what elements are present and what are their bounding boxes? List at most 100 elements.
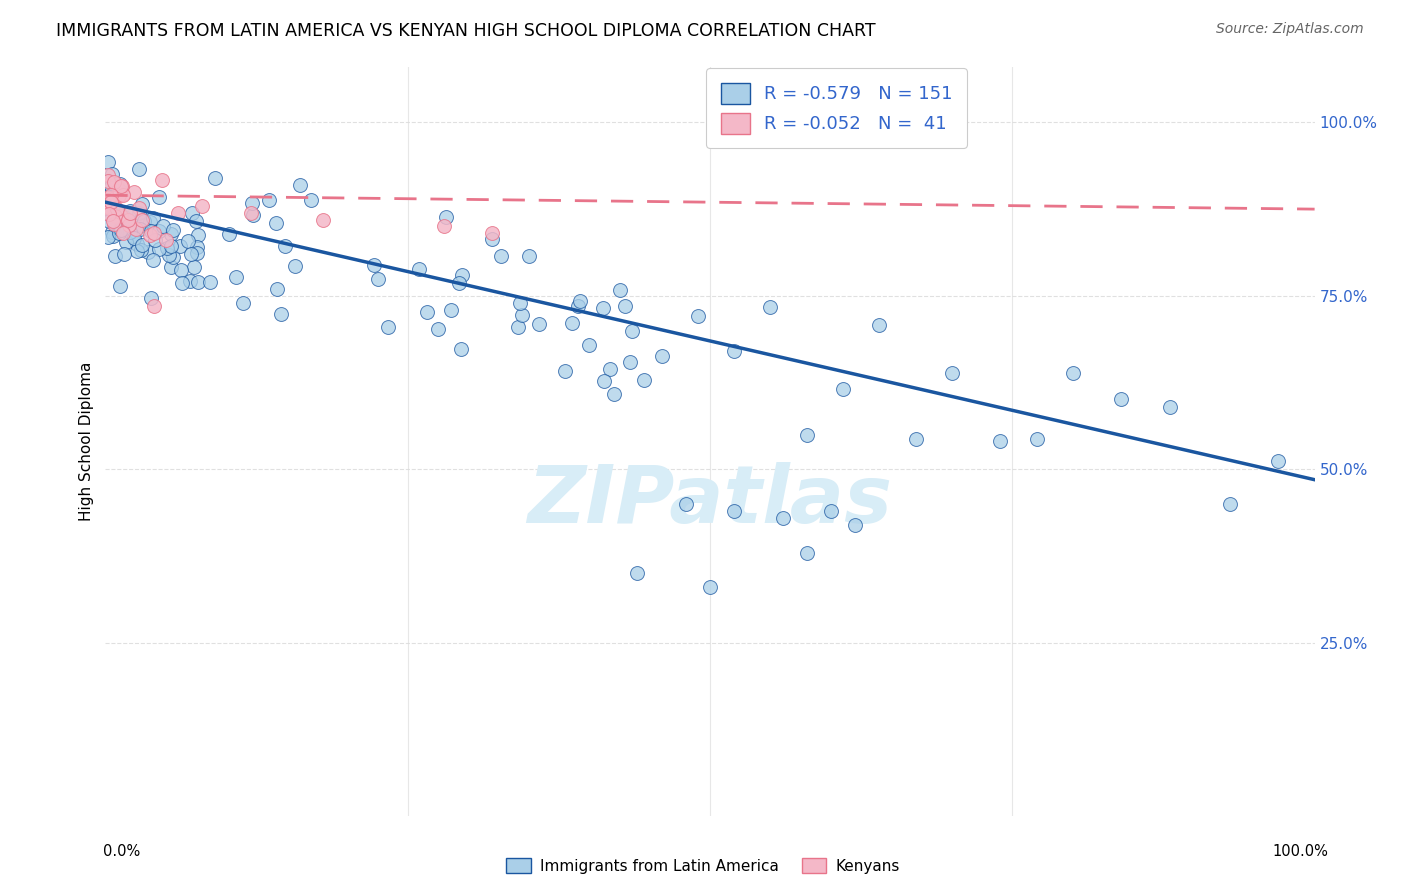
Point — [941, 366, 963, 380]
Point — [142, 253, 165, 268]
Point — [191, 199, 214, 213]
Point — [111, 178, 134, 193]
Point — [117, 219, 139, 233]
Point — [145, 233, 167, 247]
Point — [110, 224, 132, 238]
Point — [101, 225, 124, 239]
Point — [127, 236, 149, 251]
Point — [517, 249, 540, 263]
Point — [312, 212, 335, 227]
Point — [103, 175, 125, 189]
Point — [187, 227, 209, 242]
Point — [104, 178, 127, 192]
Point — [723, 344, 745, 359]
Point — [100, 194, 122, 209]
Point — [120, 204, 142, 219]
Point — [129, 221, 152, 235]
Point — [98, 214, 121, 228]
Point — [377, 319, 399, 334]
Point — [169, 239, 191, 253]
Point — [633, 373, 655, 387]
Point — [363, 258, 385, 272]
Point — [180, 247, 202, 261]
Point — [139, 228, 162, 243]
Point — [408, 262, 430, 277]
Point — [108, 279, 131, 293]
Point — [98, 206, 121, 220]
Point — [159, 239, 181, 253]
Text: 0.0%: 0.0% — [103, 845, 139, 859]
Point — [101, 190, 124, 204]
Point — [904, 432, 927, 446]
Point — [1109, 392, 1132, 406]
Point — [97, 202, 120, 217]
Point — [139, 215, 162, 229]
Point — [97, 168, 120, 182]
Point — [110, 209, 132, 223]
Point — [440, 303, 463, 318]
Point — [367, 272, 389, 286]
Point — [97, 190, 120, 204]
Point — [105, 202, 128, 217]
Point — [128, 201, 150, 215]
Point — [427, 321, 450, 335]
Point — [772, 511, 794, 525]
Point — [117, 213, 139, 227]
Point — [129, 244, 152, 258]
Point — [100, 178, 122, 193]
Point — [104, 209, 127, 223]
Point — [416, 304, 439, 318]
Point — [225, 269, 247, 284]
Point — [101, 214, 124, 228]
Point — [131, 238, 153, 252]
Point — [1025, 433, 1047, 447]
Point — [125, 244, 148, 259]
Point — [105, 205, 128, 219]
Point — [115, 222, 138, 236]
Point — [651, 349, 673, 363]
Point — [101, 184, 124, 198]
Point — [97, 207, 120, 221]
Point — [988, 434, 1011, 448]
Point — [592, 301, 614, 315]
Point — [104, 249, 127, 263]
Point — [97, 187, 120, 202]
Point — [97, 192, 120, 206]
Point — [118, 205, 141, 219]
Point — [451, 268, 474, 283]
Point — [122, 229, 145, 244]
Point — [125, 222, 148, 236]
Point — [172, 276, 194, 290]
Point — [97, 191, 120, 205]
Point — [108, 226, 131, 240]
Point — [117, 213, 139, 227]
Text: IMMIGRANTS FROM LATIN AMERICA VS KENYAN HIGH SCHOOL DIPLOMA CORRELATION CHART: IMMIGRANTS FROM LATIN AMERICA VS KENYAN … — [56, 22, 876, 40]
Point — [138, 244, 160, 259]
Point — [118, 225, 141, 239]
Point — [796, 428, 818, 442]
Point — [156, 241, 179, 255]
Point — [257, 194, 280, 208]
Point — [148, 223, 170, 237]
Point — [131, 218, 153, 232]
Point — [111, 187, 134, 202]
Point — [242, 208, 264, 222]
Point — [110, 178, 132, 193]
Point — [104, 179, 127, 194]
Point — [162, 222, 184, 236]
Point — [167, 205, 190, 219]
Point — [142, 227, 165, 241]
Point — [820, 504, 842, 518]
Point — [103, 217, 125, 231]
Point — [187, 275, 209, 289]
Point — [98, 201, 121, 215]
Point — [204, 170, 226, 185]
Point — [150, 173, 173, 187]
Point — [112, 187, 135, 202]
Point — [284, 259, 307, 273]
Point — [450, 342, 472, 356]
Point — [602, 387, 624, 401]
Point — [132, 213, 155, 227]
Point — [170, 262, 193, 277]
Point — [152, 219, 174, 233]
